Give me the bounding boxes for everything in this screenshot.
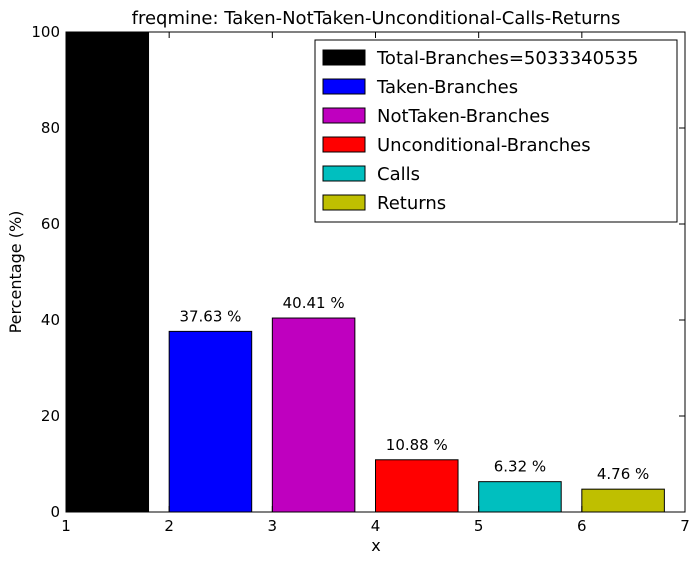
y-axis-ticks: 0 20 40 60 80 100 — [31, 23, 685, 521]
legend-items: Total-Branches=5033340535 Taken-Branches N… — [322, 48, 638, 214]
y-tick-label-2: 40 — [41, 311, 60, 329]
legend-label-4: Calls — [377, 164, 420, 185]
data-labels-layer: 37.63 % 40.41 % 10.88 % 6.32 % 4.76 % — [179, 294, 649, 483]
legend-label-1: Taken-Branches — [376, 77, 518, 98]
x-tick-label-1: 2 — [164, 517, 174, 535]
x-tick-label-4: 5 — [474, 517, 484, 535]
x-tick-label-6: 7 — [680, 517, 690, 535]
y-axis-label: Percentage (%) — [6, 211, 25, 334]
legend-swatch-5 — [322, 194, 366, 211]
bar-0 — [65, 31, 150, 513]
x-tick-label-2: 3 — [268, 517, 278, 535]
bar-value-label-5: 4.76 % — [597, 465, 649, 483]
legend-box — [314, 39, 678, 223]
bar-5 — [581, 488, 665, 513]
bar-value-label-2: 40.41 % — [283, 294, 345, 312]
legend-swatch-2 — [322, 107, 366, 124]
x-tick-label-3: 4 — [371, 517, 381, 535]
bar-2 — [271, 317, 356, 513]
bar-value-label-3: 10.88 % — [386, 436, 448, 454]
bars-layer — [65, 31, 665, 513]
legend: Total-Branches=5033340535 Taken-Branches N… — [314, 39, 678, 223]
x-tick-label-0: 1 — [61, 517, 71, 535]
bar-3 — [375, 459, 459, 513]
y-tick-label-5: 100 — [31, 23, 60, 41]
y-tick-label-1: 20 — [41, 407, 60, 425]
legend-swatch-1 — [322, 78, 366, 95]
x-axis-ticks: 1 2 3 4 5 6 7 — [61, 32, 690, 535]
bar-value-label-4: 6.32 % — [494, 458, 546, 476]
y-tick-label-0: 0 — [50, 503, 60, 521]
bar-value-label-1: 37.63 % — [179, 307, 241, 325]
y-tick-label-4: 80 — [41, 119, 60, 137]
bar-4 — [478, 481, 562, 513]
legend-swatch-4 — [322, 165, 366, 182]
legend-label-3: Unconditional-Branches — [377, 135, 591, 156]
legend-label-5: Returns — [377, 193, 446, 214]
legend-swatch-3 — [322, 136, 366, 153]
bar-1 — [168, 330, 253, 513]
y-tick-label-3: 60 — [41, 215, 60, 233]
legend-label-0: Total-Branches=5033340535 — [376, 48, 638, 69]
x-axis-label: x — [371, 536, 380, 555]
legend-swatch-0 — [322, 49, 366, 66]
chart-title: freqmine: Taken-NotTaken-Unconditional-C… — [132, 8, 621, 29]
legend-label-2: NotTaken-Branches — [377, 106, 550, 127]
x-tick-label-5: 6 — [577, 517, 587, 535]
